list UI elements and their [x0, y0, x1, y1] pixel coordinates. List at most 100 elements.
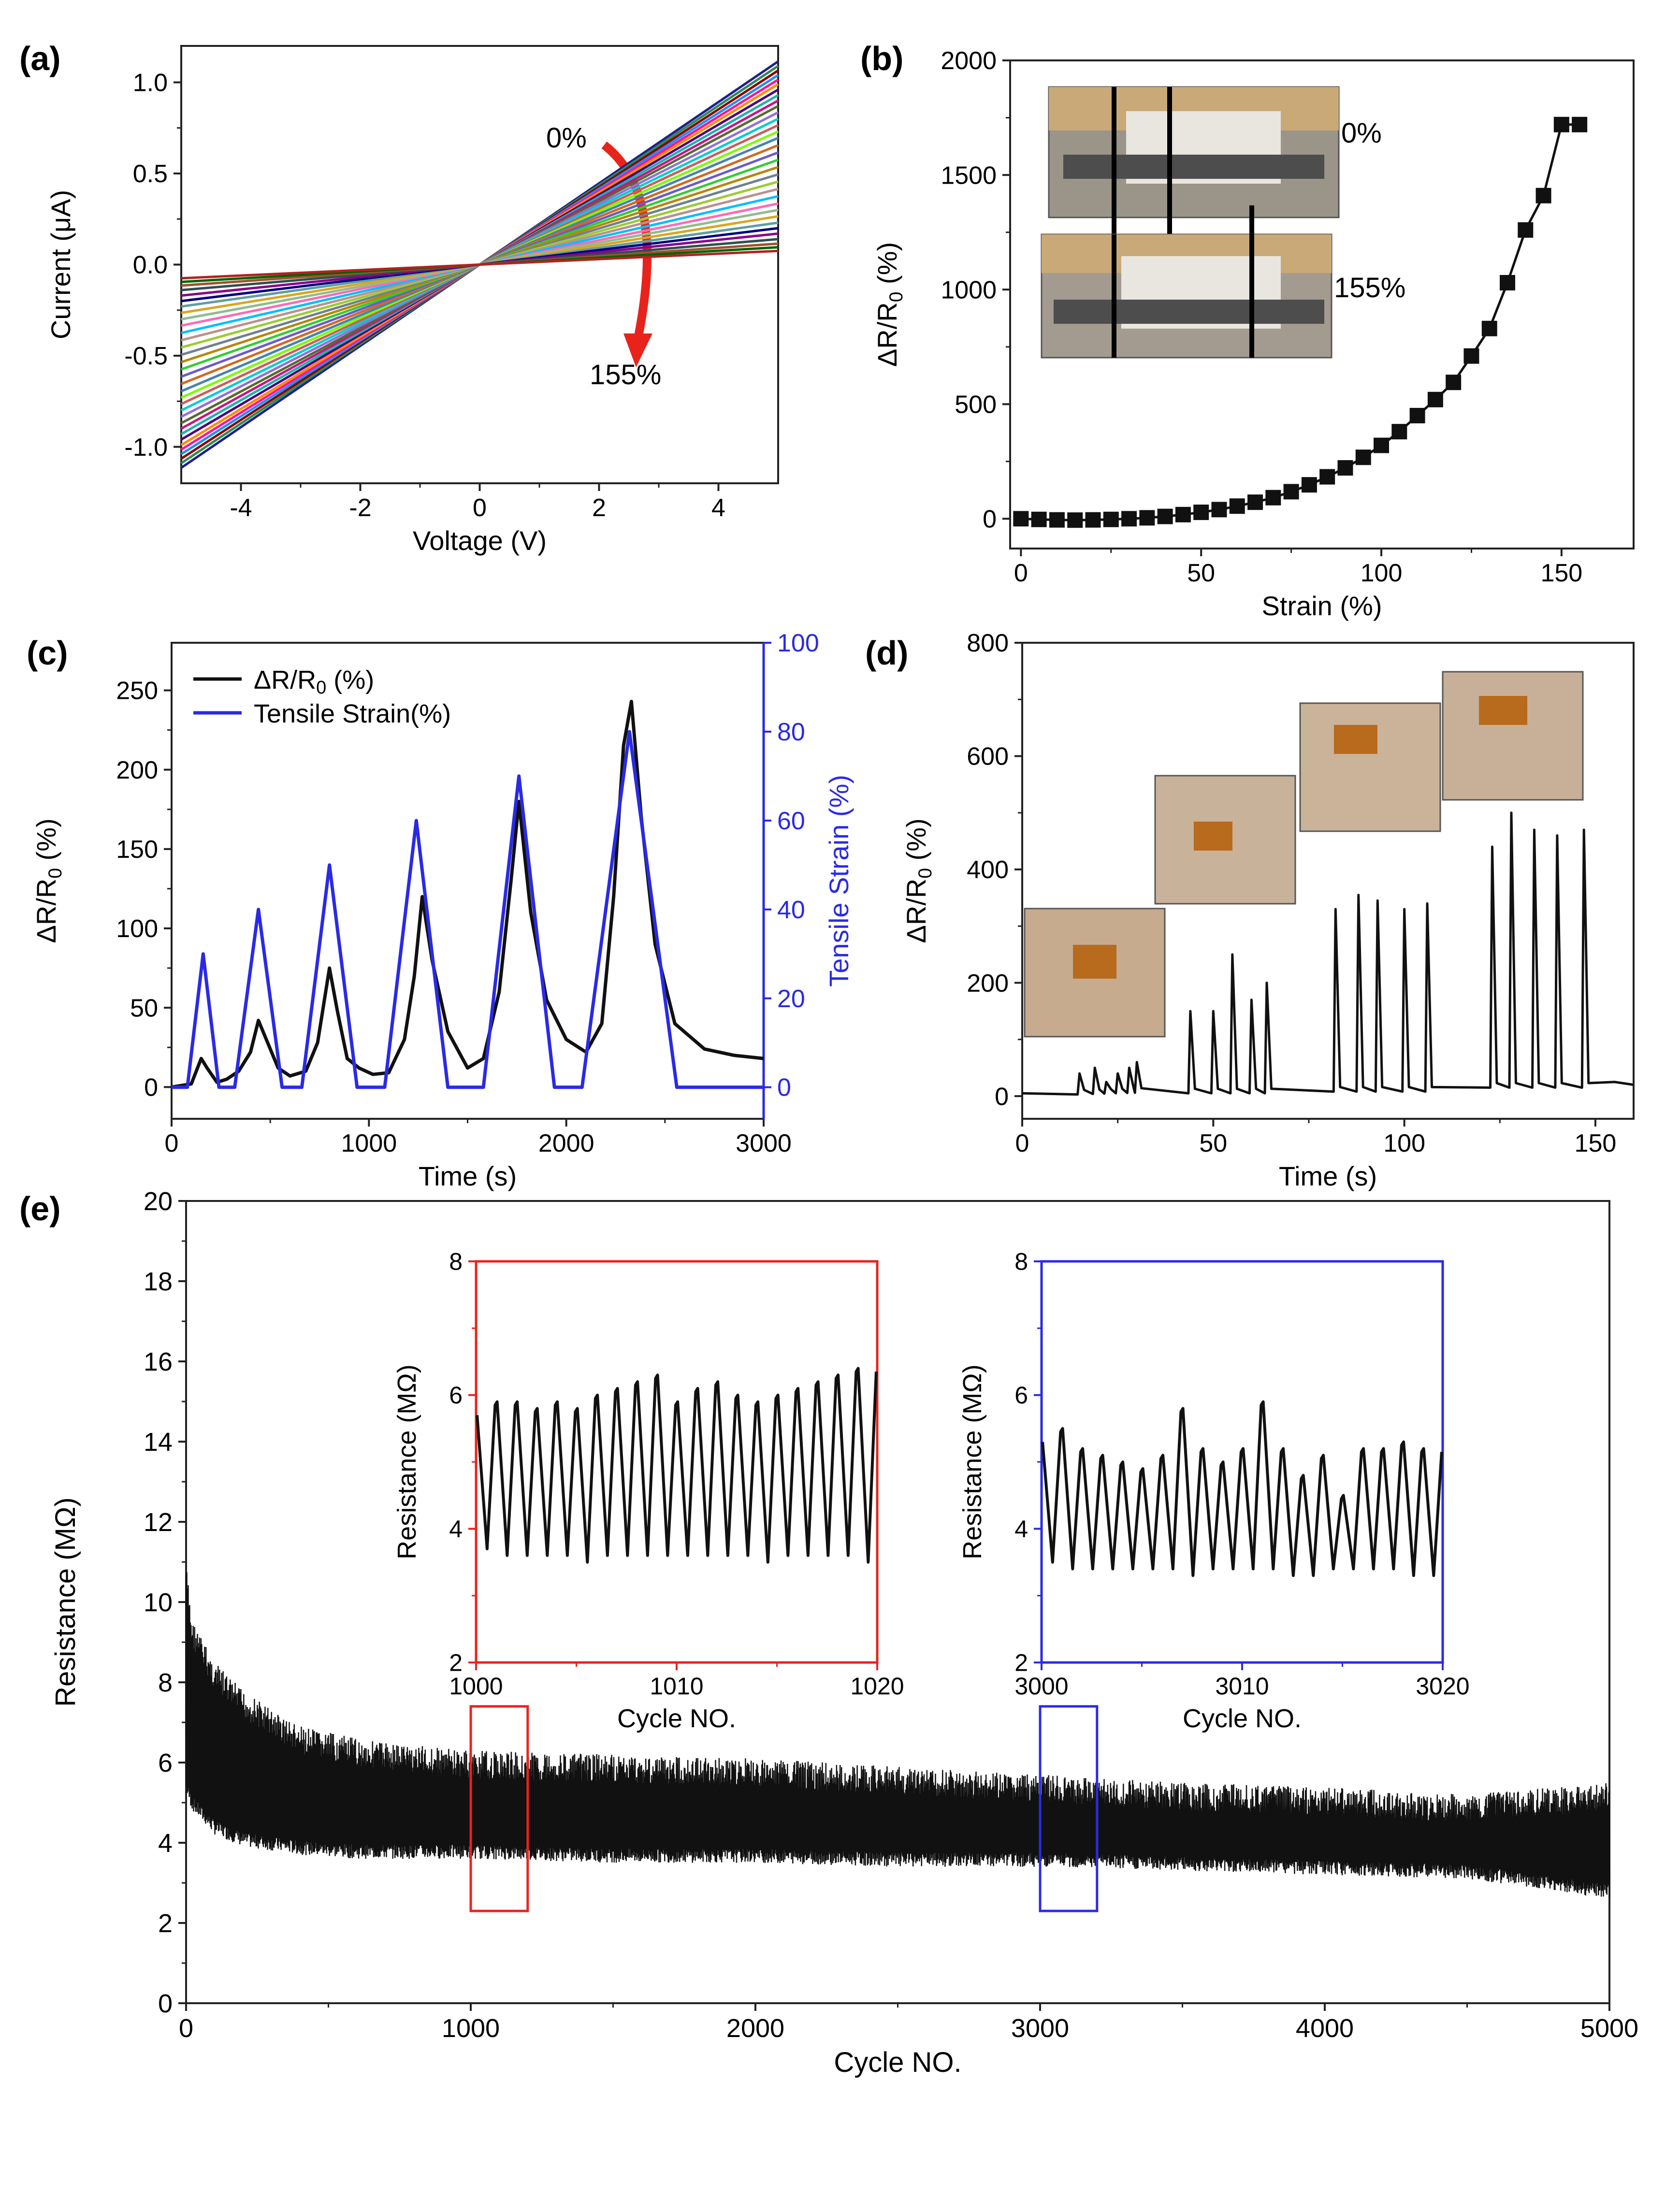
- inset-resistance-line: [1041, 1400, 1443, 1577]
- annotation-end-label: 155%: [590, 359, 661, 390]
- data-point: [1391, 424, 1407, 440]
- legend-label-resistance: ΔR/R0 (%): [254, 665, 374, 698]
- y-tick-label: 8: [158, 1668, 173, 1697]
- y-tick-label: 250: [116, 677, 158, 705]
- data-point: [1427, 391, 1443, 407]
- y-tick-label: 0: [983, 506, 997, 534]
- panel-label-d: (d): [865, 634, 908, 672]
- panel-e-inset-1-axes: 1000 1010 1020 2 4 6 8 Cycle NO. Resistance (MΩ): [392, 1248, 904, 1734]
- x-axis-label: Strain (%): [1262, 591, 1382, 621]
- x-tick-label: 50: [1187, 559, 1215, 587]
- y-axis-label: Resistance (MΩ): [958, 1364, 987, 1559]
- sensor-tape-3: [1334, 725, 1377, 754]
- y-tick-label: 400: [967, 856, 1009, 884]
- y-tick-label: 150: [116, 836, 158, 864]
- x-axis-label: Cycle NO.: [617, 1704, 736, 1733]
- data-point: [1374, 437, 1390, 453]
- data-point: [1337, 460, 1353, 476]
- tensile-strain-line: [172, 730, 764, 1089]
- panel-e-inset-2-axes: 3000 3010 3020 2 4 6 8 Cycle NO. Resistance (MΩ): [958, 1248, 1470, 1734]
- resistance-change-line: [171, 699, 764, 1089]
- panel-label-e: (e): [19, 1190, 61, 1228]
- x-axis-label: Cycle NO.: [1183, 1704, 1302, 1733]
- x-tick-label: 150: [1540, 559, 1582, 587]
- x-tick-label: 3000: [1011, 2014, 1069, 2043]
- inset-label-0: 0%: [1341, 117, 1382, 149]
- data-point: [1265, 490, 1281, 506]
- data-point: [1211, 502, 1227, 518]
- data-point: [1049, 512, 1065, 528]
- sensor-tape-4: [1479, 696, 1527, 725]
- data-point: [1031, 511, 1047, 527]
- y-tick-label: 0: [144, 1074, 158, 1102]
- panel-e-axes: 0 1000 2000 3000 4000 5000 0 2 4 6 8 10 12 14 16 18 20 Cy…: [50, 1187, 1638, 2078]
- y-tick-label: 100: [116, 915, 158, 943]
- y-tick-label: 2: [1014, 1649, 1028, 1677]
- strain-arrow-head: [623, 333, 652, 367]
- photo-clamp-rail-2: [1054, 300, 1324, 324]
- data-point: [1409, 407, 1425, 423]
- inset-resistance-line: [476, 1367, 878, 1564]
- y-tick-label: -1.0: [124, 434, 168, 462]
- data-point: [1229, 498, 1245, 514]
- data-point: [1283, 484, 1299, 500]
- data-point: [1085, 512, 1101, 528]
- inset-label-155: 155%: [1334, 272, 1405, 304]
- y-axis-label: ΔR/R0 (%): [872, 242, 907, 367]
- y-tick-label: 6: [158, 1749, 173, 1778]
- legend-label-tensile: Tensile Strain(%): [254, 699, 451, 728]
- y-tick-label: 4: [1014, 1516, 1028, 1543]
- data-point: [1193, 505, 1209, 520]
- data-point: [1463, 348, 1479, 364]
- x-axis-label: Voltage (V): [413, 525, 547, 556]
- x-tick-label: 150: [1575, 1129, 1617, 1157]
- data-point: [1355, 449, 1371, 465]
- y2-tick-label: 100: [777, 629, 819, 657]
- data-point: [1121, 511, 1137, 527]
- x-tick-label: 2: [592, 494, 606, 522]
- y-tick-label: 4: [449, 1516, 463, 1543]
- y2-tick-label: 80: [777, 718, 805, 746]
- y-tick-label: 1000: [941, 276, 997, 304]
- y-tick-label: 4: [158, 1829, 173, 1858]
- y-tick-label: 10: [144, 1588, 173, 1617]
- y-tick-label: 0.0: [133, 251, 168, 279]
- data-point: [1535, 188, 1551, 203]
- y-tick-label: 18: [144, 1267, 173, 1296]
- x-tick-label: 3020: [1416, 1673, 1469, 1700]
- plot-frame: [1021, 642, 1635, 1120]
- charts-layer: -4 -2 0 2 4 -1.0 -0.5 0.0 0.5 1.0 Voltage (V) Curre…: [31, 45, 1638, 2078]
- y-axis-label: Resistance (MΩ): [50, 1497, 81, 1706]
- finger-photo-1: [1024, 908, 1166, 1038]
- y-axis-label: Resistance (MΩ): [392, 1364, 421, 1559]
- y-tick-label: 0: [158, 1989, 173, 2018]
- cycling-resistance-trace: [185, 1572, 1610, 1897]
- panel-a-axes: -4 -2 0 2 4 -1.0 -0.5 0.0 0.5 1.0 Voltage (V) Curre…: [45, 45, 779, 556]
- y-tick-label: 12: [144, 1508, 173, 1537]
- y-tick-label: 500: [955, 390, 997, 419]
- panel-b-inset-photos: 0% 155%: [1041, 86, 1405, 359]
- data-point: [1500, 275, 1516, 290]
- finger-photo-3: [1299, 702, 1441, 832]
- y-tick-label: 2000: [941, 47, 997, 75]
- data-point: [1319, 469, 1335, 485]
- y-axis-label: ΔR/R0 (%): [901, 818, 936, 943]
- y-tick-label: -0.5: [124, 342, 168, 370]
- y2-tick-label: 20: [777, 985, 805, 1013]
- y-tick-label: 2: [449, 1649, 463, 1677]
- y-tick-label: 14: [144, 1428, 173, 1457]
- panel-a-annotation: 0% 155%: [546, 122, 661, 390]
- data-point: [1247, 494, 1263, 510]
- data-point: [1013, 511, 1029, 527]
- data-point: [1572, 116, 1588, 132]
- panel-label-c: (c): [27, 634, 68, 672]
- right-axis: 0 20 40 60 80 100 Tensile Strain (%): [762, 629, 854, 1119]
- y-tick-label: 16: [144, 1347, 173, 1376]
- data-point: [1175, 506, 1191, 522]
- x-tick-label: -4: [230, 494, 252, 522]
- y2-axis-label: Tensile Strain (%): [824, 775, 854, 987]
- x-tick-label: 1000: [341, 1129, 397, 1157]
